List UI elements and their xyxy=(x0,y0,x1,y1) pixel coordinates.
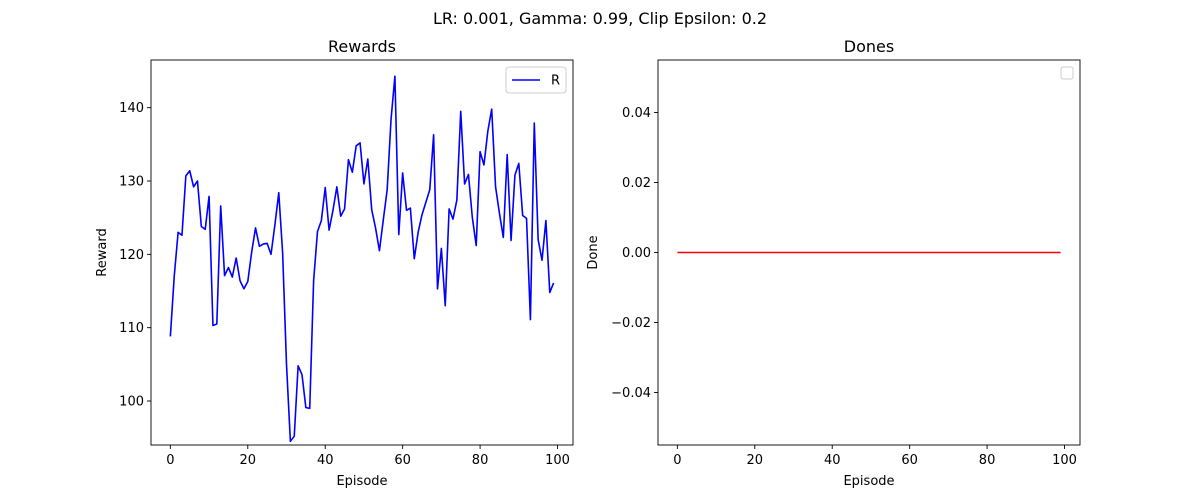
dones-x-tick-label: 20 xyxy=(747,453,764,468)
rewards-axes-frame xyxy=(150,59,574,446)
rewards-x-tick-label: 0 xyxy=(166,453,174,468)
rewards-x-tick-label: 60 xyxy=(394,453,411,468)
dones-y-tick-label: 0.02 xyxy=(622,176,651,191)
dones-chart: 0 20 40 60 80 100 −0.04 −0.02 0.00 0.02 0.04 Dones E… xyxy=(586,37,1081,489)
dones-x-axis-label: Episode xyxy=(843,474,894,489)
rewards-chart-title: Rewards xyxy=(328,37,396,56)
rewards-y-tick-label: 130 xyxy=(119,175,144,190)
dones-y-tick-label: −0.02 xyxy=(611,316,651,331)
rewards-chart: 0 20 40 60 80 100 100 110 120 130 140 Rewards Episod… xyxy=(95,37,574,489)
rewards-y-tick-label: 100 xyxy=(119,395,144,410)
rewards-y-tick-label: 120 xyxy=(119,248,144,263)
rewards-x-tick-label: 20 xyxy=(240,453,257,468)
rewards-x-tick-label: 80 xyxy=(472,453,489,468)
dones-legend-box-empty xyxy=(1060,66,1074,80)
dones-y-tick-label: 0.04 xyxy=(622,106,651,121)
dones-x-tick-label: 40 xyxy=(824,453,841,468)
dones-x-tick-label: 60 xyxy=(901,453,918,468)
rewards-x-tick-label: 40 xyxy=(317,453,334,468)
dones-x-tick-label: 100 xyxy=(1052,453,1077,468)
dones-y-tick-label: 0.00 xyxy=(622,246,651,261)
rewards-legend-label: R xyxy=(551,74,560,89)
dones-y-tick-label: −0.04 xyxy=(611,386,651,401)
rewards-y-tick-label: 140 xyxy=(119,101,144,116)
dones-x-tick-label: 0 xyxy=(673,453,681,468)
dones-x-tick-label: 80 xyxy=(979,453,996,468)
rewards-x-axis-label: Episode xyxy=(336,474,387,489)
rewards-y-tick-label: 110 xyxy=(119,321,144,336)
dones-y-axis-label: Done xyxy=(586,235,601,269)
dones-chart-title: Dones xyxy=(844,37,894,56)
figure-suptitle: LR: 0.001, Gamma: 0.99, Clip Epsilon: 0.… xyxy=(433,9,767,28)
rewards-y-axis-label: Reward xyxy=(95,228,110,276)
rewards-series-line-0 xyxy=(169,75,555,443)
rewards-x-tick-label: 100 xyxy=(545,453,570,468)
